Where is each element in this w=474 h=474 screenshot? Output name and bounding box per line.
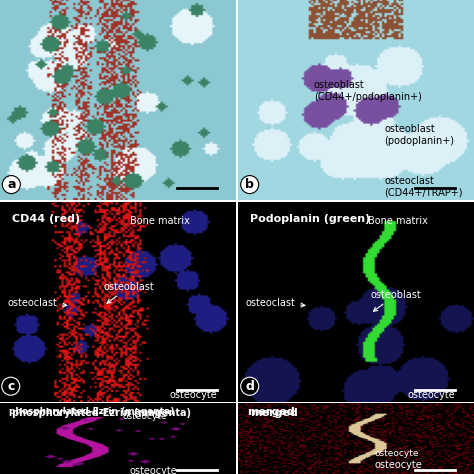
Text: osteoblast: osteoblast <box>104 282 155 303</box>
Text: osteocyte: osteocyte <box>375 460 423 470</box>
Text: c: c <box>7 380 14 393</box>
Text: osteocyte: osteocyte <box>123 412 167 421</box>
Text: d: d <box>245 380 254 393</box>
Text: phosphorylated-Ezrin (magenta): phosphorylated-Ezrin (magenta) <box>9 407 175 416</box>
Text: osteocyte: osteocyte <box>408 390 456 400</box>
Text: phosphorylated-Ezrin (magenta): phosphorylated-Ezrin (magenta) <box>12 408 191 418</box>
Text: b: b <box>245 178 254 191</box>
Text: osteoclast
(CD44+/TRAP+): osteoclast (CD44+/TRAP+) <box>384 176 463 198</box>
Text: osteocyte: osteocyte <box>375 449 419 458</box>
Text: a: a <box>7 178 16 191</box>
Text: Bone matrix: Bone matrix <box>368 216 428 226</box>
Text: Bone matrix: Bone matrix <box>130 216 190 226</box>
Text: osteocyte: osteocyte <box>130 465 177 474</box>
Text: osteoclast: osteoclast <box>245 298 305 308</box>
Text: merged: merged <box>250 408 298 418</box>
Text: osteoblast: osteoblast <box>370 290 421 311</box>
Text: merged: merged <box>247 407 295 417</box>
Text: osteoblast
(CD44+/podoplanin+): osteoblast (CD44+/podoplanin+) <box>314 80 421 101</box>
Text: Podoplanin (green): Podoplanin (green) <box>250 214 370 224</box>
Text: osteoclast: osteoclast <box>7 298 67 308</box>
Text: osteoblast
(podoplanin+): osteoblast (podoplanin+) <box>384 124 455 146</box>
Text: osteocyte: osteocyte <box>170 390 218 400</box>
Text: CD44 (red): CD44 (red) <box>12 214 80 224</box>
